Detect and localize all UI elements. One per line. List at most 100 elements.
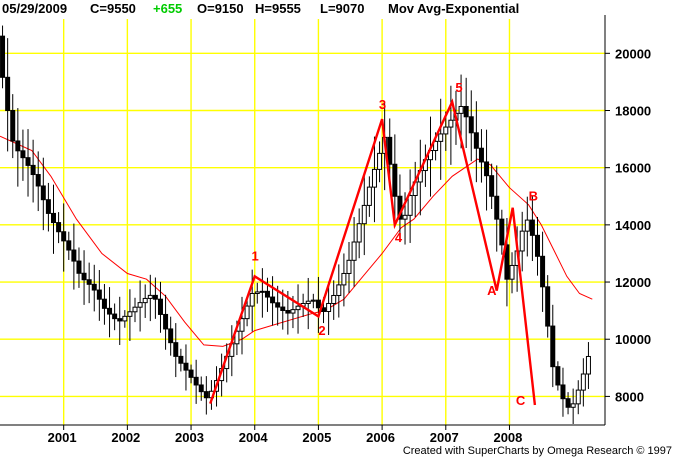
candle-body — [15, 140, 21, 152]
price-layer — [0, 25, 591, 424]
candle-body — [585, 355, 591, 375]
wave-label: B — [529, 189, 538, 204]
x-tick-label: 2002 — [111, 430, 140, 445]
candle-body — [163, 313, 169, 330]
candle-body — [494, 195, 500, 220]
wave-label: C — [516, 393, 526, 408]
candle-body — [270, 296, 276, 304]
candle-body — [545, 286, 551, 327]
candle-body — [529, 219, 535, 236]
x-tick-label: 2008 — [493, 430, 522, 445]
candle-body — [371, 168, 377, 188]
candle-body — [315, 299, 321, 309]
candle-body — [534, 234, 540, 257]
candle-body — [117, 318, 123, 322]
candle-body — [285, 309, 291, 314]
candle-body — [50, 212, 56, 224]
candle-body — [198, 384, 204, 393]
y-tick-label: 14000 — [615, 218, 651, 233]
candle-body — [280, 306, 286, 311]
candle-body — [173, 342, 179, 357]
candle-body — [519, 230, 525, 252]
candle-body — [458, 105, 464, 114]
candle-body — [66, 240, 72, 251]
header-bar: 05/29/2009 C=9550 +655 O=9150 H=9555 L=9… — [2, 1, 519, 16]
header-change: +655 — [153, 1, 182, 16]
candle-body — [86, 279, 92, 285]
candle-body — [193, 376, 199, 386]
candle-body — [366, 186, 372, 206]
y-tick-label: 10000 — [615, 332, 651, 347]
candle-body — [137, 302, 143, 308]
moving-average-line — [0, 135, 593, 347]
candle-body — [91, 283, 97, 291]
candle-body — [152, 294, 158, 300]
candle-body — [132, 306, 138, 313]
candle-body — [310, 299, 316, 302]
candle-body — [275, 302, 281, 308]
candle-body — [346, 259, 352, 274]
candle-body — [168, 328, 174, 344]
candle-body — [81, 272, 87, 281]
candle-body — [122, 315, 128, 322]
candle-body — [76, 260, 82, 274]
footer-credit: Created with SuperCharts by Omega Resear… — [403, 445, 672, 457]
y-tick-label: 12000 — [615, 275, 651, 290]
candle-body — [361, 204, 367, 225]
candle-body — [295, 305, 301, 311]
candle-body — [433, 140, 439, 152]
candle-body — [580, 373, 586, 391]
candle-body — [407, 195, 413, 216]
candle-body — [351, 241, 357, 261]
axes: 8000 10000 12000 14000 16000 18000 20000 2001 20… — [0, 15, 651, 445]
candle-body — [71, 249, 77, 262]
candle-body — [326, 302, 332, 312]
header-low: L=9070 — [320, 1, 364, 16]
candle-body — [112, 313, 118, 320]
candle-body — [565, 398, 571, 408]
candle-body — [448, 119, 454, 128]
candle-body — [504, 244, 510, 280]
candle-body — [499, 218, 505, 246]
candle-body — [570, 403, 576, 408]
candle-body — [254, 291, 260, 294]
x-tick-label: 2001 — [48, 430, 77, 445]
candle-body — [234, 330, 240, 345]
candle-body — [443, 126, 449, 135]
candle-body — [264, 290, 270, 298]
candle-body — [473, 132, 479, 149]
candle-body — [5, 76, 11, 111]
candle-body — [61, 231, 67, 242]
candle-body — [10, 109, 16, 142]
y-tick-label: 18000 — [615, 103, 651, 118]
wave-layer: 1 2 3 4 5 A B C — [209, 80, 538, 408]
candle-body — [147, 294, 153, 299]
candle-body — [188, 369, 194, 378]
candle-body — [96, 289, 102, 300]
x-tick-label: 2007 — [430, 430, 459, 445]
header-open: O=9150 — [197, 1, 244, 16]
candle-body — [142, 297, 148, 304]
candle-body — [259, 290, 265, 293]
candle-body — [331, 294, 337, 304]
wave-label: 5 — [455, 80, 462, 95]
candle-body — [45, 199, 51, 214]
moving-average-layer — [0, 135, 593, 347]
candle-body — [550, 325, 556, 368]
candle-body — [20, 150, 26, 159]
x-tick-label: 2005 — [302, 430, 331, 445]
grid — [0, 19, 605, 425]
candle-body — [35, 174, 41, 187]
candle-body — [290, 309, 296, 314]
candle-body — [377, 152, 383, 170]
candle-body — [356, 223, 362, 243]
wave-label: 3 — [379, 97, 386, 112]
x-tick-label: 2006 — [366, 430, 395, 445]
candle-body — [183, 362, 189, 371]
candle-body — [438, 133, 444, 142]
candle-body — [392, 163, 398, 197]
candle-body — [463, 105, 469, 118]
candle-body — [239, 318, 245, 332]
candle-body — [509, 264, 515, 280]
